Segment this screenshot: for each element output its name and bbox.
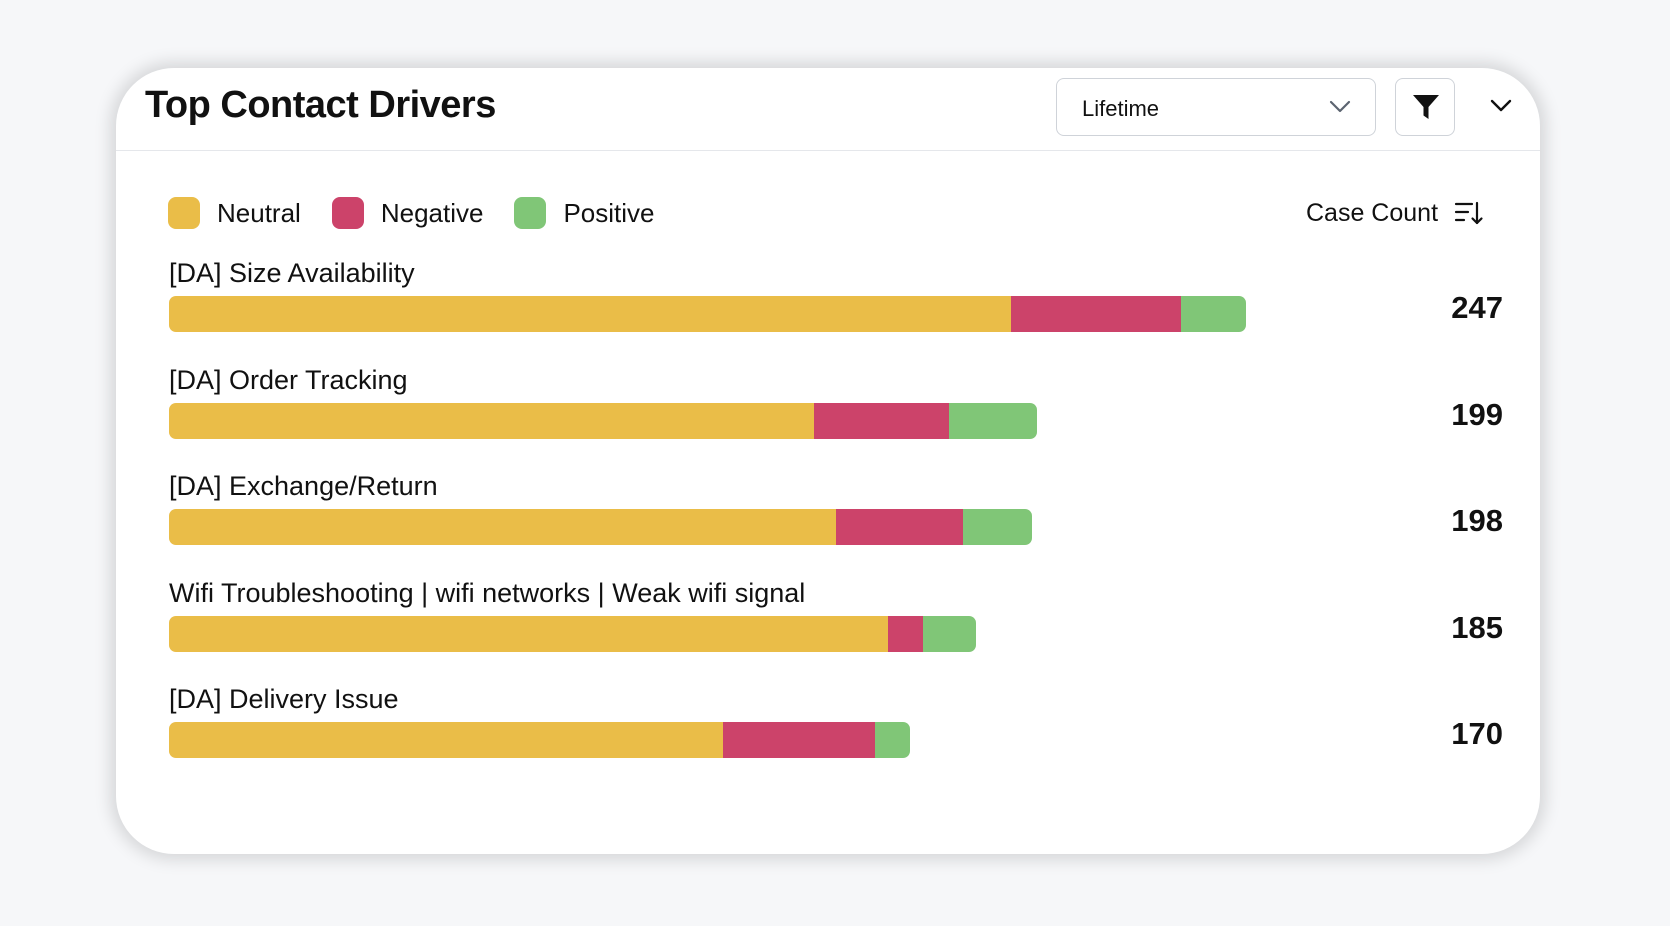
legend-label: Positive [563,197,655,228]
bar-track [169,509,1349,545]
chevron-down-icon [1329,100,1351,113]
bar-track [169,615,1349,652]
legend-item-neutral[interactable]: Neutral [168,197,301,229]
bar-segment-negative[interactable] [814,402,950,439]
stacked-bar[interactable] [169,722,911,758]
sort-descending-icon [1454,201,1483,225]
filter-button[interactable] [1395,78,1455,136]
bar-segment-negative[interactable] [722,722,876,758]
chart-row[interactable]: Wifi Troubleshooting | wifi networks | W… [116,578,1540,678]
bar-segment-positive[interactable] [1180,296,1246,332]
bar-segment-neutral[interactable] [169,722,723,758]
category-label: [DA] Exchange/Return [169,471,438,501]
widget-title: Top Contact Drivers [145,84,496,126]
bar-segment-positive[interactable] [962,509,1033,545]
case-count-value: 185 [1451,609,1503,645]
chart-legend: Neutral Negative Positive [168,197,686,229]
legend-item-negative[interactable]: Negative [331,197,484,229]
bar-segment-neutral[interactable] [169,296,1011,332]
stacked-bar[interactable] [169,615,976,652]
filter-funnel-icon [1413,95,1439,119]
bar-segment-neutral[interactable] [169,509,837,545]
bar-segment-negative[interactable] [1010,296,1181,332]
chart-row[interactable]: [DA] Order Tracking 199 [116,365,1540,465]
legend-item-positive[interactable]: Positive [514,197,655,229]
category-label: Wifi Troubleshooting | wifi networks | W… [169,577,806,608]
chart-row[interactable]: [DA] Size Availability 247 [116,258,1540,358]
bar-segment-neutral[interactable] [169,402,815,439]
chart-row[interactable]: [DA] Delivery Issue 170 [116,684,1540,784]
legend-label: Negative [380,197,484,228]
case-count-value: 199 [1451,396,1503,432]
bar-segment-positive[interactable] [923,615,976,652]
case-count-value: 247 [1451,290,1503,325]
bar-track [169,402,1349,439]
category-label: [DA] Size Availability [169,258,415,288]
top-contact-drivers-widget: Top Contact Drivers Lifetime Neutral Nega… [116,68,1540,854]
bar-segment-negative[interactable] [836,509,963,545]
widget-header: Top Contact Drivers Lifetime [116,68,1540,151]
bar-segment-positive[interactable] [875,722,911,758]
case-count-value: 198 [1451,503,1503,538]
bar-track [169,722,1349,758]
legend-swatch [331,197,364,229]
collapse-widget-button[interactable] [1484,90,1518,122]
stacked-bar[interactable] [169,296,1246,332]
legend-label: Neutral [217,197,301,228]
bar-segment-neutral[interactable] [169,615,889,652]
chevron-down-icon [1490,99,1512,112]
sort-by-case-count-button[interactable]: Case Count [1306,194,1484,232]
legend-swatch [168,197,200,229]
stacked-bar[interactable] [169,402,1037,439]
category-label: [DA] Delivery Issue [169,684,399,714]
bar-segment-positive[interactable] [949,402,1037,439]
chart-row[interactable]: [DA] Exchange/Return 198 [116,471,1540,571]
legend-swatch [514,197,547,229]
time-range-value: Lifetime [1082,96,1160,121]
sort-label: Case Count [1306,198,1439,227]
time-range-select[interactable]: Lifetime [1056,78,1376,136]
bar-track [169,296,1349,332]
case-count-value: 170 [1451,716,1503,751]
stacked-bar[interactable] [169,509,1033,545]
category-label: [DA] Order Tracking [169,364,408,395]
bar-segment-negative[interactable] [888,615,924,652]
